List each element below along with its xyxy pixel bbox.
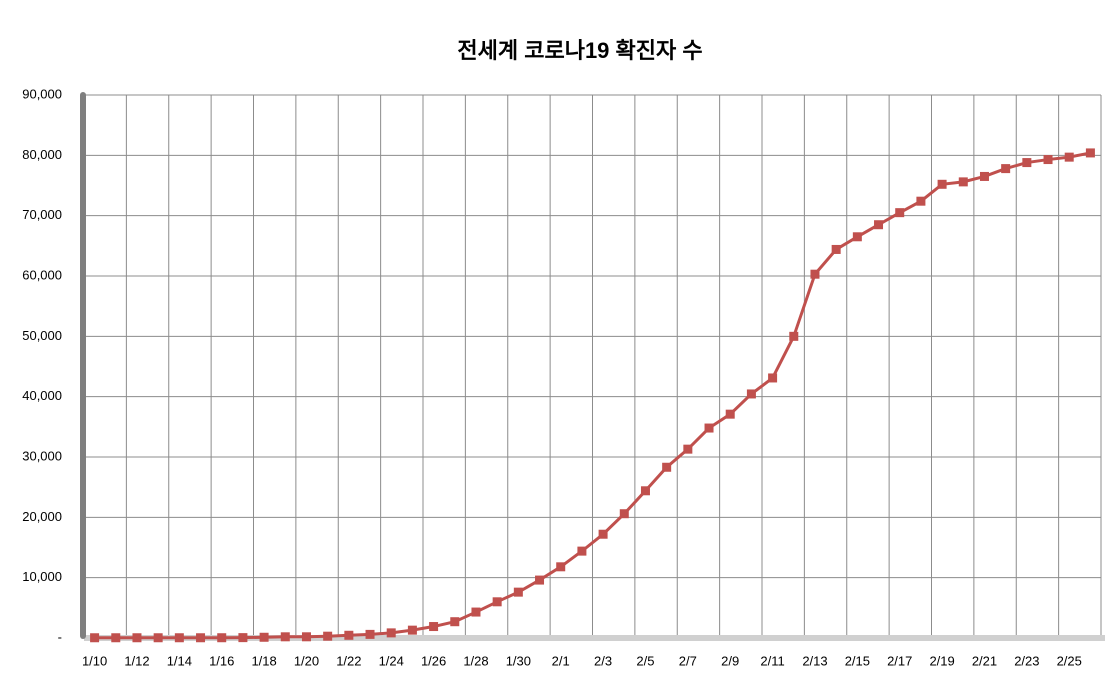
point-marker [662, 462, 672, 472]
point-marker [874, 220, 884, 230]
point-marker [768, 373, 778, 383]
y-tick-label: 10,000 [22, 569, 62, 584]
point-marker [280, 632, 290, 642]
point-marker [174, 633, 184, 643]
point-marker [556, 562, 566, 572]
x-tick-label: 1/12 [124, 653, 149, 668]
x-tick-label: 2/7 [679, 653, 697, 668]
point-marker [492, 597, 502, 607]
point-marker [619, 509, 629, 519]
point-marker [196, 633, 206, 643]
x-tick-label: 2/1 [552, 653, 570, 668]
x-tick-label: 2/21 [972, 653, 997, 668]
point-marker [132, 633, 142, 643]
x-tick-label: 1/26 [421, 653, 446, 668]
point-marker [937, 179, 947, 189]
point-marker [704, 423, 714, 433]
x-tick-label: 2/9 [721, 653, 739, 668]
x-tick-label: 1/16 [209, 653, 234, 668]
point-marker [916, 196, 926, 206]
x-tick-label: 1/14 [167, 653, 192, 668]
point-marker [1001, 164, 1011, 174]
y-tick-label: 80,000 [22, 147, 62, 162]
y-tick-label: 90,000 [22, 86, 62, 101]
point-marker [471, 607, 481, 617]
point-marker [1022, 158, 1032, 168]
point-marker [323, 631, 333, 641]
x-tick-label: 2/13 [802, 653, 827, 668]
x-tick-label: 2/23 [1014, 653, 1039, 668]
point-marker [746, 389, 756, 399]
x-tick-label: 2/3 [594, 653, 612, 668]
point-marker [640, 486, 650, 496]
y-tick-label: - [58, 629, 62, 644]
point-marker [407, 625, 417, 635]
point-marker [153, 633, 163, 643]
x-tick-label: 1/24 [379, 653, 404, 668]
point-marker [217, 633, 227, 643]
point-marker [831, 244, 841, 254]
point-marker [111, 633, 121, 643]
x-tick-label: 2/15 [845, 653, 870, 668]
point-marker [238, 633, 248, 643]
point-marker [598, 529, 608, 539]
x-tick-label: 2/5 [636, 653, 654, 668]
point-marker [513, 587, 523, 597]
x-tick-label: 1/18 [251, 653, 276, 668]
x-tick-label: 2/11 [760, 653, 784, 668]
y-tick-label: 60,000 [22, 267, 62, 282]
y-axis [80, 92, 86, 639]
point-marker [344, 630, 354, 640]
point-marker [1064, 152, 1074, 162]
point-marker [450, 617, 460, 627]
point-marker [301, 632, 311, 642]
x-tick-label: 1/10 [82, 653, 107, 668]
x-tick-label: 1/28 [463, 653, 488, 668]
point-marker [365, 629, 375, 639]
point-marker [895, 208, 905, 218]
point-marker [852, 232, 862, 242]
point-marker [725, 409, 735, 419]
point-marker [1085, 148, 1095, 158]
x-tick-label: 1/30 [506, 653, 531, 668]
x-tick-label: 2/25 [1057, 653, 1082, 668]
x-axis [84, 635, 1105, 641]
y-tick-label: 70,000 [22, 207, 62, 222]
y-tick-label: 50,000 [22, 328, 62, 343]
point-marker [1043, 155, 1053, 165]
x-tick-label: 2/17 [887, 653, 912, 668]
x-tick-label: 1/22 [336, 653, 361, 668]
y-tick-label: 40,000 [22, 388, 62, 403]
point-marker [429, 622, 439, 632]
point-marker [386, 628, 396, 638]
point-marker [683, 444, 693, 454]
point-marker [535, 575, 545, 585]
point-marker [259, 632, 269, 642]
point-marker [979, 171, 989, 181]
point-marker [958, 177, 968, 187]
point-marker [577, 546, 587, 556]
x-tick-label: 2/19 [929, 653, 954, 668]
point-marker [810, 269, 820, 279]
point-marker [789, 331, 799, 341]
y-tick-label: 30,000 [22, 448, 62, 463]
chart-title: 전세계 코로나19 확진자 수 [457, 38, 702, 63]
x-tick-label: 1/20 [294, 653, 319, 668]
point-marker [90, 633, 100, 643]
y-tick-label: 20,000 [22, 509, 62, 524]
